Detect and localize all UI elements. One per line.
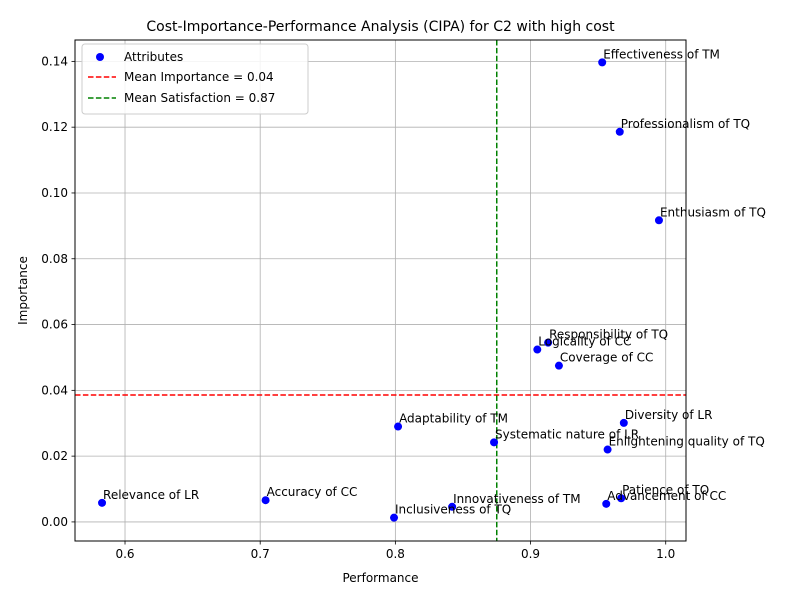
point-label-relevance-of-lr: Relevance of LR xyxy=(103,488,199,502)
x-tick-label: 0.6 xyxy=(115,547,134,561)
x-axis-label: Performance xyxy=(342,571,418,585)
point-label-accuracy-of-cc: Accuracy of CC xyxy=(267,485,358,499)
point-coverage-of-cc xyxy=(554,361,563,370)
y-axis-label: Importance xyxy=(16,256,30,325)
axis-ticks: 0.6 0.7 0.8 0.9 1.0 0.00 0.02 0.04 0.06 0.08 0.10 0… xyxy=(41,54,675,561)
point-diversity-of-lr xyxy=(619,418,628,427)
plot-frame xyxy=(74,39,687,542)
point-patience-of-tq xyxy=(617,494,626,503)
point-accuracy-of-cc xyxy=(261,496,270,505)
point-inclusiveness-of-tq xyxy=(390,513,399,522)
point-enlightening-quality-of-tq xyxy=(603,445,612,454)
point-innovativeness-of-tm xyxy=(448,502,457,511)
y-tick-label: 0.02 xyxy=(41,449,68,463)
point-label-logicality-of-cc: Logicality of CC xyxy=(538,335,631,349)
y-tick-label: 0.00 xyxy=(41,515,68,529)
grid-lines xyxy=(75,40,686,541)
legend-label-mean-satisfaction: Mean Satisfaction = 0.87 xyxy=(124,91,275,105)
point-label-innovativeness-of-tm: Innovativeness of TM xyxy=(453,492,580,506)
y-tick-label: 0.10 xyxy=(41,186,68,200)
legend-label-mean-importance: Mean Importance = 0.04 xyxy=(124,70,274,84)
x-tick-label: 0.9 xyxy=(521,547,540,561)
x-tick-label: 0.8 xyxy=(386,547,405,561)
x-tick-label: 1.0 xyxy=(656,547,675,561)
point-label-patience-of-tq: Patience of TQ xyxy=(622,483,709,497)
y-tick-label: 0.06 xyxy=(41,318,68,332)
y-tick-label: 0.08 xyxy=(41,252,68,266)
point-effectiveness-of-tm xyxy=(598,58,607,67)
point-enthusiasm-of-tq xyxy=(654,216,663,225)
point-label-advancement-of-cc: Advancement of CC xyxy=(607,489,726,503)
point-label-effectiveness-of-tm: Effectiveness of TM xyxy=(603,47,720,61)
point-label-coverage-of-cc: Coverage of CC xyxy=(560,351,653,365)
reference-lines xyxy=(75,40,686,541)
point-label-responsibility-of-tq: Responsibility of TQ xyxy=(549,328,668,342)
point-professionalism-of-tq xyxy=(615,127,624,136)
chart-title: Cost-Importance-Performance Analysis (CI… xyxy=(146,19,615,35)
point-label-enlightening-quality-of-tq: Enlightening quality of TQ xyxy=(609,435,765,449)
point-label-inclusiveness-of-tq: Inclusiveness of TQ xyxy=(395,503,511,517)
legend-box xyxy=(81,43,309,115)
y-tick-label: 0.14 xyxy=(41,54,68,68)
data-points xyxy=(98,58,663,522)
point-labels: Effectiveness of TM Professionalism of TQ… xyxy=(103,47,766,516)
point-label-enthusiasm-of-tq: Enthusiasm of TQ xyxy=(660,205,766,219)
y-tick-label: 0.12 xyxy=(41,120,68,134)
point-advancement-of-cc xyxy=(602,499,611,508)
point-relevance-of-lr xyxy=(98,498,107,507)
point-adaptability-of-tm xyxy=(394,422,403,431)
point-label-systematic-nature-of-lr: Systematic nature of LR xyxy=(495,427,639,441)
point-label-diversity-of-lr: Diversity of LR xyxy=(625,408,713,422)
point-responsibility-of-tq xyxy=(544,338,553,347)
point-logicality-of-cc xyxy=(533,345,542,354)
x-tick-label: 0.7 xyxy=(251,547,270,561)
y-tick-label: 0.04 xyxy=(41,383,68,397)
point-label-professionalism-of-tq: Professionalism of TQ xyxy=(621,117,750,131)
point-label-adaptability-of-tm: Adaptability of TM xyxy=(399,412,508,426)
legend: Attributes Mean Importance = 0.04 Mean S… xyxy=(81,43,309,115)
point-systematic-nature-of-lr xyxy=(490,438,499,447)
legend-marker-attributes xyxy=(96,53,104,61)
legend-label-attributes: Attributes xyxy=(124,50,183,64)
